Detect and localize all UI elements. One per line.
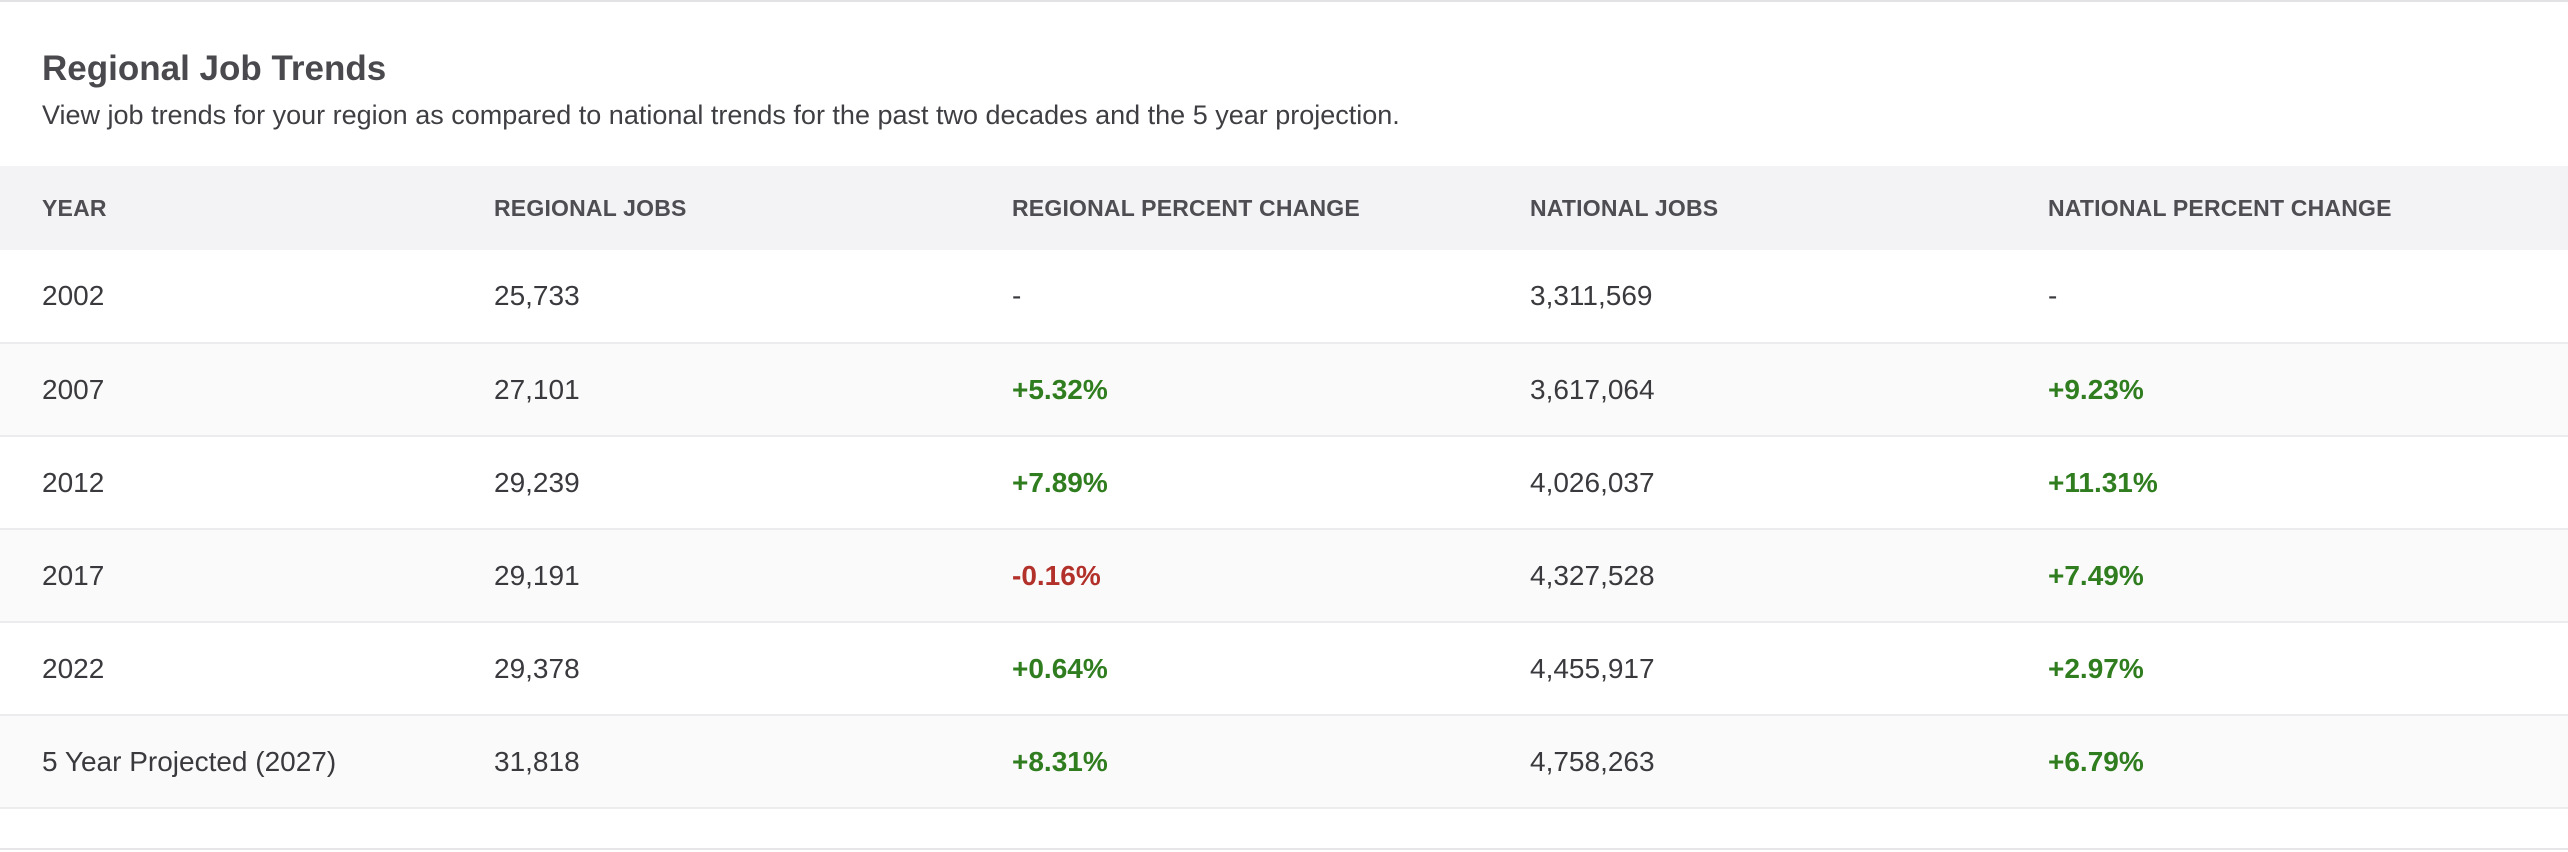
table-body: 2002 25,733 - 3,311,569 - 2007 27,101 +5.32% 3,6… (0, 250, 2568, 808)
cell-year: 2022 (42, 652, 105, 684)
table-header: YEAR REGIONAL JOBS REGIONAL PERCENT CHAN… (0, 166, 2568, 250)
cell-regional-percent-change: +8.31% (1012, 745, 1108, 777)
cell-national-percent-change: +2.97% (2048, 652, 2144, 684)
cell-national-jobs: 4,758,263 (1530, 745, 1655, 777)
cell-regional-percent-change: -0.16% (1012, 559, 1101, 591)
bottom-divider (0, 848, 2568, 850)
cell-regional-percent-change: +5.32% (1012, 373, 1108, 405)
cell-regional-percent-change: +0.64% (1012, 652, 1108, 684)
cell-national-percent-change: +9.23% (2048, 373, 2144, 405)
cell-national-percent-change: +6.79% (2048, 745, 2144, 777)
cell-regional-jobs: 29,378 (494, 652, 580, 684)
cell-regional-percent-change: +7.89% (1012, 466, 1108, 498)
cell-national-jobs: 4,455,917 (1530, 652, 1655, 684)
job-trends-table: YEAR REGIONAL JOBS REGIONAL PERCENT CHAN… (0, 166, 2568, 809)
cell-regional-jobs: 27,101 (494, 373, 580, 405)
cell-regional-jobs: 25,733 (494, 280, 580, 311)
column-header-national-percent-change: NATIONAL PERCENT CHANGE (2048, 194, 2392, 221)
cell-national-percent-change: - (2048, 280, 2058, 311)
section-header: Regional Job Trends View job trends for … (42, 46, 1400, 134)
cell-year: 2002 (42, 280, 105, 311)
cell-national-jobs: 4,026,037 (1530, 466, 1655, 498)
cell-national-percent-change: +7.49% (2048, 559, 2144, 591)
cell-year: 2012 (42, 466, 105, 498)
cell-year: 5 Year Projected (2027) (42, 745, 337, 777)
table-row: 5 Year Projected (2027) 31,818 +8.31% 4,758… (0, 715, 2568, 808)
section-title: Regional Job Trends (42, 49, 387, 88)
column-header-regional-percent-change: REGIONAL PERCENT CHANGE (1012, 194, 1360, 221)
table-header-row: YEAR REGIONAL JOBS REGIONAL PERCENT CHAN… (0, 166, 2568, 250)
cell-year: 2007 (42, 373, 105, 405)
cell-regional-jobs: 31,818 (494, 745, 580, 777)
cell-national-jobs: 3,311,569 (1530, 280, 1653, 311)
section-description: View job trends for your region as compa… (42, 100, 1400, 130)
column-header-national-jobs: NATIONAL JOBS (1530, 194, 1719, 221)
cell-national-jobs: 3,617,064 (1530, 373, 1655, 405)
table-row: 2017 29,191 -0.16% 4,327,528 +7.49% (0, 529, 2568, 622)
cell-regional-jobs: 29,191 (494, 559, 580, 591)
table-row: 2007 27,101 +5.32% 3,617,064 +9.23% (0, 343, 2568, 436)
cell-national-jobs: 4,327,528 (1530, 559, 1655, 591)
column-header-regional-jobs: REGIONAL JOBS (494, 194, 687, 221)
table-row: 2002 25,733 - 3,311,569 - (0, 250, 2568, 343)
table-row: 2012 29,239 +7.89% 4,026,037 +11.31% (0, 436, 2568, 529)
cell-regional-percent-change: - (1012, 280, 1022, 311)
cell-year: 2017 (42, 559, 105, 591)
cell-regional-jobs: 29,239 (494, 466, 580, 498)
top-divider (0, 0, 2568, 2)
cell-national-percent-change: +11.31% (2048, 466, 2158, 498)
table-row: 2022 29,378 +0.64% 4,455,917 +2.97% (0, 622, 2568, 715)
column-header-year: YEAR (42, 194, 107, 221)
